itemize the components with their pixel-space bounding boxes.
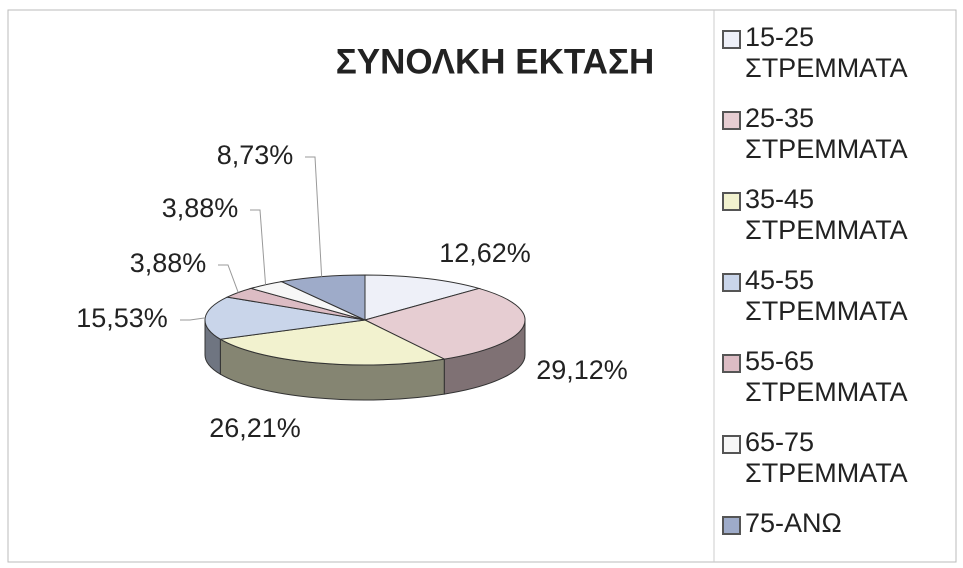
legend-label: 45-55 ΣΤΡΕΜΜΑΤΑ: [745, 265, 908, 326]
legend: 15-25 ΣΤΡΕΜΜΑΤΑ 25-35 ΣΤΡΕΜΜΑΤΑ 35-45 ΣΤΡΕ…: [722, 22, 958, 558]
legend-swatch: [722, 192, 741, 211]
leader-line: [218, 264, 239, 293]
leader-line: [180, 317, 206, 321]
leader-line: [305, 156, 323, 277]
data-label: 15,53%: [76, 303, 168, 333]
pie-slice: [364, 274, 481, 321]
data-label: 8,73%: [217, 140, 294, 170]
chart-title: ΣΥΝΟΛΚΗ ΕΚΤΑΣΗ: [336, 42, 655, 81]
data-label: 29,12%: [536, 355, 628, 385]
data-label: 3,88%: [130, 248, 207, 278]
legend-swatch: [722, 111, 741, 130]
legend-swatch: [722, 516, 741, 535]
legend-label: 55-65 ΣΤΡΕΜΜΑΤΑ: [745, 346, 908, 407]
data-label: 3,88%: [162, 193, 239, 223]
pie-slice: [279, 274, 366, 321]
legend-swatch: [722, 435, 741, 454]
pie-slice: [204, 296, 366, 376]
data-label: 12,62%: [439, 238, 531, 268]
slice-top: [218, 319, 446, 366]
legend-label: 75-ΑΝΩ: [745, 508, 842, 538]
legend-item: 45-55 ΣΤΡΕΜΜΑΤΑ: [722, 265, 958, 327]
pie-slice: [363, 287, 526, 395]
legend-swatch: [722, 354, 741, 373]
legend-label: 15-25 ΣΤΡΕΜΜΑΤΑ: [745, 22, 908, 83]
legend-label: 25-35 ΣΤΡΕΜΜΑΤΑ: [745, 103, 908, 164]
slice-top: [204, 296, 366, 340]
legend-item: 35-45 ΣΤΡΕΜΜΑΤΑ: [722, 184, 958, 246]
legend-item: 15-25 ΣΤΡΕΜΜΑΤΑ: [722, 22, 958, 84]
legend-item: 65-75 ΣΤΡΕΜΜΑΤΑ: [722, 427, 958, 489]
legend-label: 35-45 ΣΤΡΕΜΜΑΤΑ: [745, 184, 908, 245]
data-label: 26,21%: [209, 413, 301, 443]
slice-top: [279, 274, 366, 321]
legend-swatch: [722, 273, 741, 292]
legend-item: 25-35 ΣΤΡΕΜΜΑΤΑ: [722, 103, 958, 165]
slice-top: [363, 287, 526, 360]
leader-line: [250, 209, 267, 285]
legend-item: 75-ΑΝΩ: [722, 508, 958, 539]
legend-item: 55-65 ΣΤΡΕΜΜΑΤΑ: [722, 346, 958, 408]
legend-swatch: [722, 30, 741, 49]
chart-frame: [7, 9, 957, 563]
slice-top: [364, 274, 481, 321]
legend-label: 65-75 ΣΤΡΕΜΜΑΤΑ: [745, 427, 908, 488]
